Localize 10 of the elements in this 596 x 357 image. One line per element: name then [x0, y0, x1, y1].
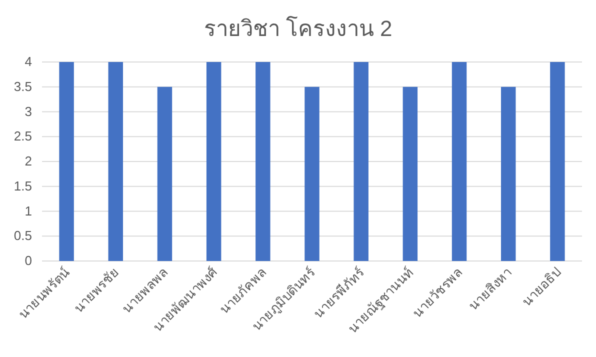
y-tick-label: 3	[24, 104, 32, 119]
chart-title: รายวิชา โครงงาน 2	[204, 16, 392, 41]
y-tick-label: 3.5	[14, 78, 32, 94]
y-tick-label: 2.5	[14, 128, 32, 144]
y-tick-label: 0	[24, 253, 32, 268]
y-tick-label: 1	[24, 203, 32, 218]
y-tick-label: 2	[24, 154, 32, 168]
y-tick-label: 4	[24, 54, 32, 69]
y-tick-label: 0.5	[14, 228, 32, 244]
y-tick-label: 1.5	[14, 178, 32, 194]
